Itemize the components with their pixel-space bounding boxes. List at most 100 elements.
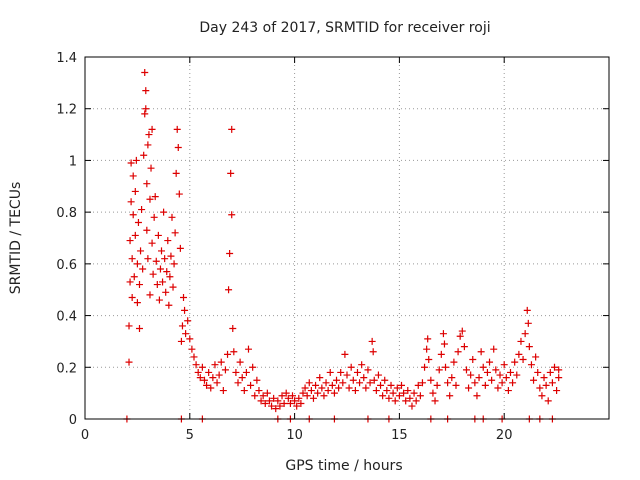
data-point — [433, 381, 441, 389]
data-point — [126, 278, 134, 286]
data-point — [483, 368, 491, 376]
data-point — [303, 392, 311, 400]
data-point — [164, 237, 172, 245]
data-point — [532, 353, 540, 361]
data-point — [230, 348, 238, 356]
data-point — [134, 218, 142, 226]
data-point — [142, 105, 150, 113]
data-point — [205, 368, 213, 376]
data-point — [242, 368, 250, 376]
data-point — [525, 343, 533, 351]
data-point — [393, 384, 401, 392]
data-point — [139, 265, 147, 273]
data-point — [448, 374, 456, 382]
data-point — [137, 247, 145, 255]
data-point — [128, 255, 136, 263]
data-point — [286, 399, 294, 407]
data-point — [358, 361, 366, 369]
data-point — [145, 131, 153, 139]
data-point — [234, 379, 242, 387]
data-point — [192, 361, 200, 369]
data-point — [163, 268, 171, 276]
chart-title: Day 243 of 2017, SRMTID for receiver roj… — [199, 20, 490, 36]
data-point — [268, 402, 276, 410]
data-point — [155, 296, 163, 304]
data-point — [320, 392, 328, 400]
data-point — [326, 368, 334, 376]
data-point — [174, 144, 182, 151]
data-point — [263, 389, 271, 397]
data-point — [249, 363, 257, 371]
data-point — [471, 379, 479, 387]
data-point — [170, 260, 178, 268]
data-point — [389, 389, 397, 397]
data-point — [180, 293, 188, 301]
data-point — [167, 252, 175, 260]
data-point — [182, 330, 190, 338]
data-point — [366, 379, 374, 387]
data-point — [400, 389, 408, 397]
data-point — [173, 125, 181, 133]
data-point — [504, 387, 512, 395]
y-tick-label: 0.8 — [56, 206, 77, 221]
data-point — [469, 356, 477, 364]
data-point — [343, 371, 351, 379]
data-point — [316, 374, 324, 382]
data-point — [425, 356, 433, 364]
data-point — [152, 257, 160, 265]
data-point — [148, 239, 156, 247]
data-point — [402, 397, 410, 405]
data-point — [207, 384, 215, 392]
data-point — [141, 69, 149, 77]
y-tick-label: 1 — [69, 154, 77, 169]
data-point — [128, 293, 136, 301]
data-point — [404, 387, 412, 395]
data-point — [410, 389, 418, 397]
data-point — [190, 353, 198, 361]
data-point — [412, 397, 420, 405]
data-point — [143, 180, 151, 188]
data-point — [502, 374, 510, 382]
data-point — [203, 381, 211, 389]
data-point — [282, 389, 290, 397]
data-point — [147, 164, 155, 172]
y-tick-label: 0 — [69, 413, 77, 428]
data-point — [379, 392, 387, 400]
data-point — [360, 374, 368, 382]
data-point — [473, 392, 481, 400]
data-point — [125, 358, 133, 366]
data-point — [135, 281, 143, 289]
data-point — [151, 193, 159, 201]
data-point — [462, 366, 470, 374]
data-point — [228, 211, 236, 219]
x-tick-label: 0 — [81, 428, 89, 443]
data-point — [153, 281, 161, 289]
data-point — [416, 392, 424, 400]
data-point — [133, 299, 141, 307]
data-point — [295, 394, 303, 402]
data-point — [395, 392, 403, 400]
data-point — [312, 381, 320, 389]
data-point — [150, 213, 158, 221]
data-point — [178, 322, 186, 330]
data-point — [442, 363, 450, 371]
data-point — [406, 394, 414, 402]
data-point — [437, 350, 445, 358]
y-tick-label: 0.6 — [56, 258, 77, 273]
data-point — [337, 368, 345, 376]
data-point — [517, 337, 525, 345]
data-point — [548, 379, 556, 387]
data-point — [490, 345, 498, 353]
data-point — [377, 381, 385, 389]
data-point — [546, 368, 554, 376]
data-point — [225, 286, 233, 294]
data-point — [481, 381, 489, 389]
data-point — [176, 244, 184, 252]
x-axis-title: GPS time / hours — [285, 458, 402, 474]
data-point — [427, 376, 435, 384]
data-point — [181, 306, 189, 314]
data-point — [458, 327, 466, 335]
data-point — [534, 368, 542, 376]
data-point — [265, 397, 273, 405]
